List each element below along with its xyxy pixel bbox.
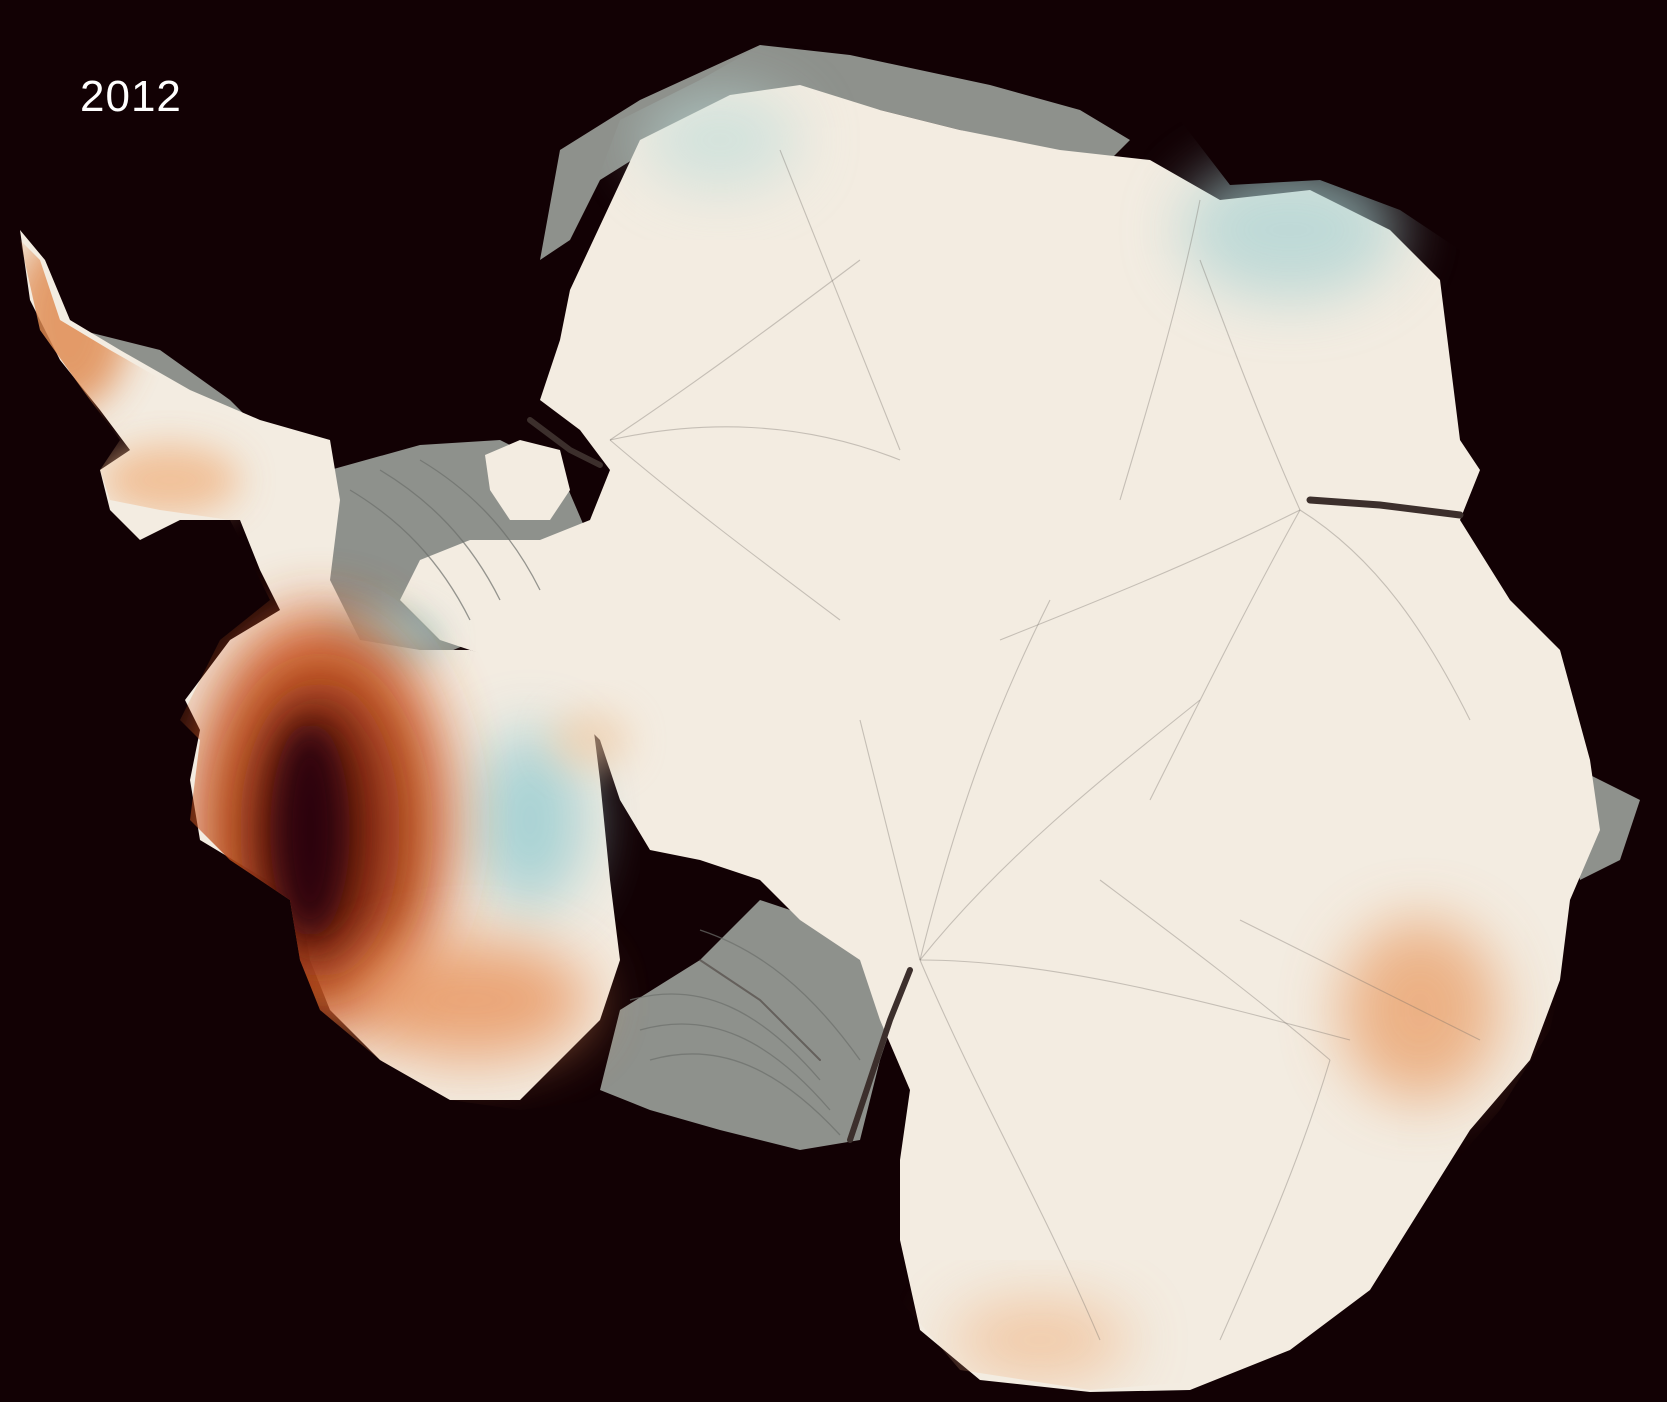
ross-shelf-striations	[629, 929, 861, 1136]
gain-region-siple	[475, 730, 585, 910]
gain-region-northeast	[1180, 160, 1400, 300]
loss-region-peninsula-tip	[100, 445, 240, 515]
loss-region-center-faint	[550, 710, 630, 770]
loss-region-marie-byrd	[350, 940, 590, 1060]
byrd-glacier	[847, 967, 913, 1143]
flow-lines	[609, 149, 1481, 1341]
recovery-glacier	[527, 417, 603, 468]
ronne-shelf-striations	[349, 459, 541, 621]
lambert-glacier	[1306, 496, 1464, 519]
ross-streams	[699, 959, 821, 1061]
loss-region-amundsen-core	[270, 720, 350, 940]
loss-region-south	[950, 1300, 1130, 1380]
year-label: 2012	[80, 72, 182, 121]
gain-region-north	[640, 90, 800, 190]
loss-region-wilkes	[1340, 920, 1500, 1100]
glacier-troughs	[527, 417, 1464, 1143]
ross-ice-shelf	[600, 900, 900, 1150]
